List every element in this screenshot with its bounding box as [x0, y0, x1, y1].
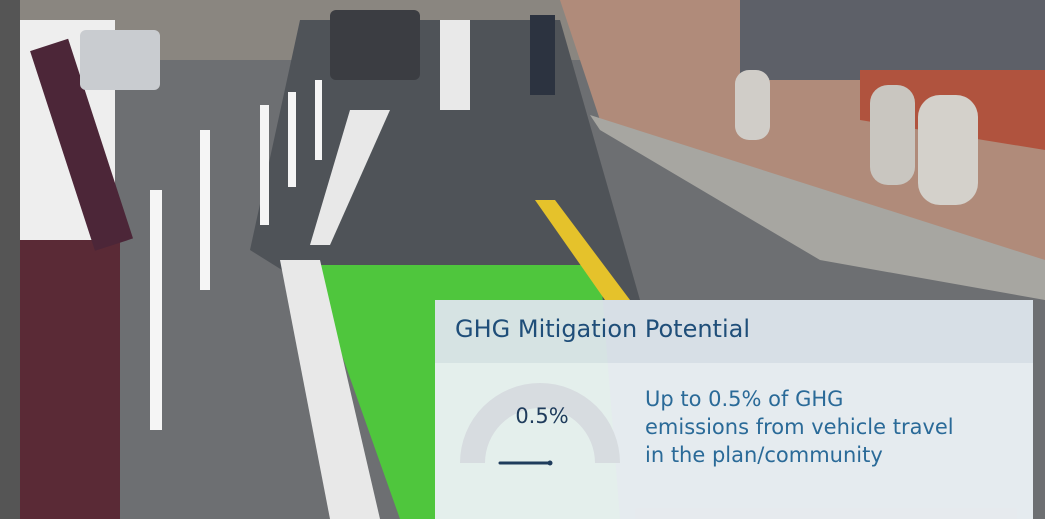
- gauge: 0.5%: [450, 371, 630, 471]
- bollard: [260, 105, 269, 225]
- pedestrian-legs: [20, 240, 120, 519]
- bollard-stone: [918, 95, 978, 205]
- car: [330, 10, 420, 80]
- card-header: GHG Mitigation Potential: [435, 300, 1033, 363]
- page: GHG Mitigation Potential 0.5% Up to 0.5%…: [0, 0, 1045, 519]
- info-card: GHG Mitigation Potential 0.5% Up to 0.5%…: [435, 300, 1033, 519]
- bollard: [288, 92, 296, 187]
- card-body: 0.5% Up to 0.5% of GHG emissions from ve…: [435, 363, 1033, 519]
- edge: [0, 0, 20, 519]
- description-line: emissions from vehicle travel: [645, 413, 954, 441]
- bollard: [315, 80, 322, 160]
- description: Up to 0.5% of GHG emissions from vehicle…: [645, 385, 954, 469]
- storefront: [740, 0, 1045, 80]
- bollard-stone: [870, 85, 915, 185]
- bollard: [150, 190, 162, 430]
- cyclist: [440, 20, 470, 110]
- description-line: in the plan/community: [645, 441, 954, 469]
- car: [80, 30, 160, 90]
- description-line: Up to 0.5% of GHG: [645, 385, 954, 413]
- cyclist: [530, 15, 555, 95]
- gauge-hub: [548, 461, 553, 466]
- bollard-stone: [735, 70, 770, 140]
- card-title: GHG Mitigation Potential: [455, 315, 750, 343]
- bollard: [200, 130, 210, 290]
- gauge-label: 0.5%: [515, 404, 568, 428]
